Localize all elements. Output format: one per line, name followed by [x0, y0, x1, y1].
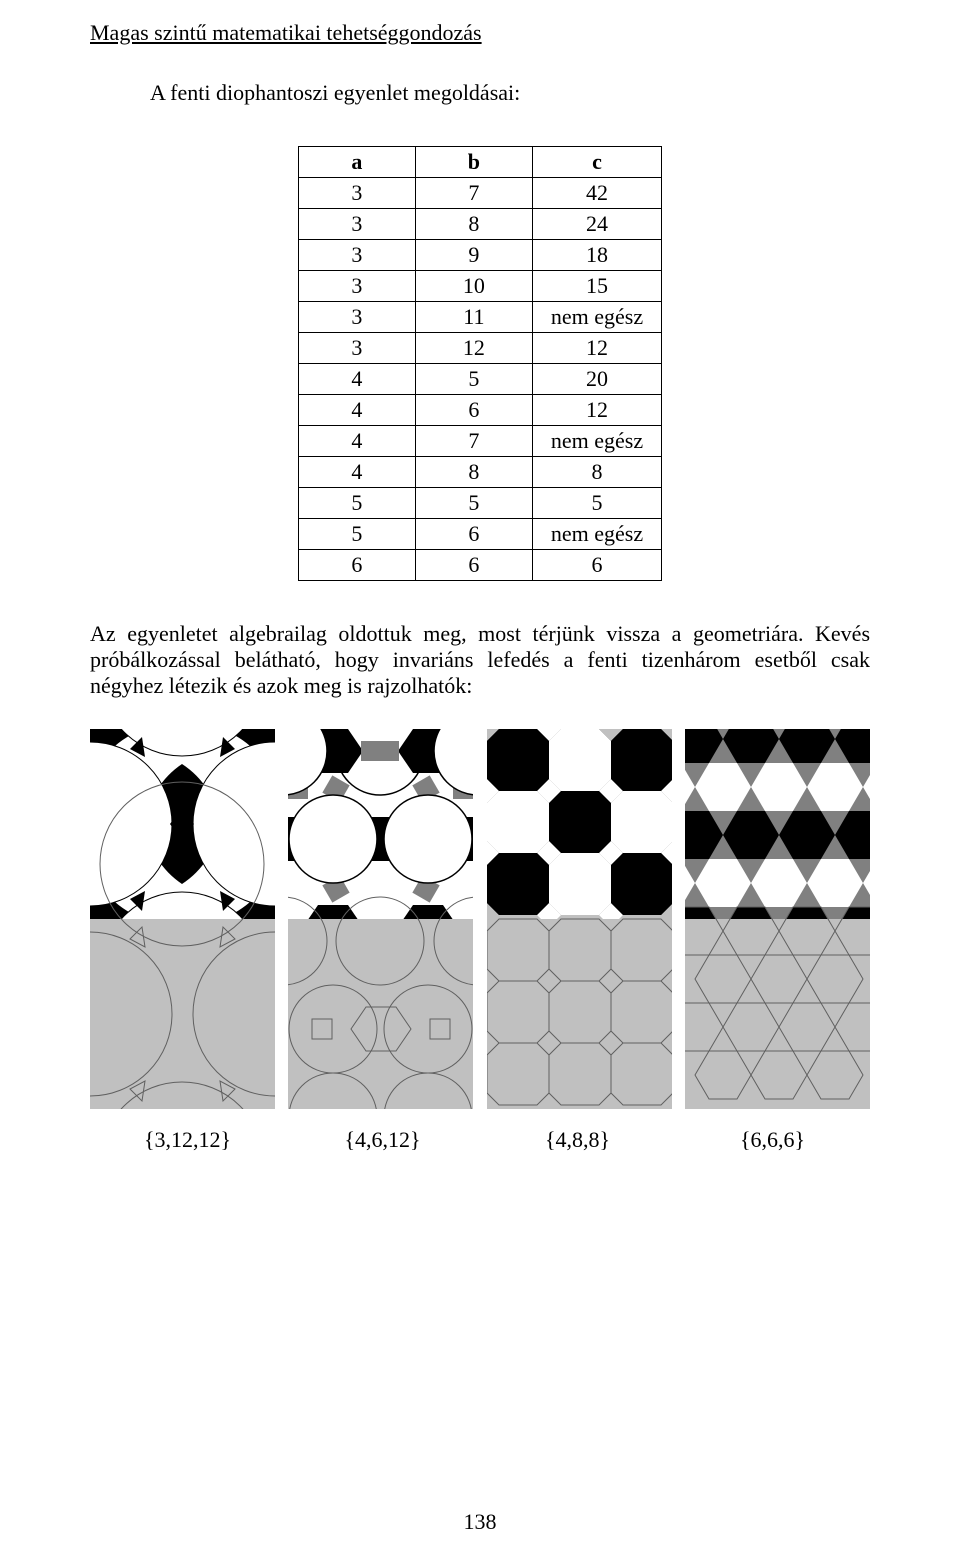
table-row: 3824 — [298, 209, 661, 240]
page-number: 138 — [0, 1509, 960, 1535]
intro-text: A fenti diophantoszi egyenlet megoldásai… — [150, 80, 870, 106]
tiling-4-6-12 — [288, 729, 473, 1109]
label-4-6-12: {4,6,12} — [285, 1127, 480, 1153]
table-cell: 6 — [415, 550, 532, 581]
table-cell: nem egész — [532, 302, 661, 333]
table-cell: 9 — [415, 240, 532, 271]
table-cell: 11 — [415, 302, 532, 333]
table-cell: 12 — [532, 395, 661, 426]
table-cell: 6 — [298, 550, 415, 581]
body-paragraph: Az egyenletet algebrailag oldottuk meg, … — [90, 621, 870, 699]
table-cell: 4 — [298, 457, 415, 488]
table-cell: 3 — [298, 302, 415, 333]
table-row: 666 — [298, 550, 661, 581]
table-cell: 6 — [415, 395, 532, 426]
table-cell: 5 — [298, 519, 415, 550]
table-cell: 3 — [298, 178, 415, 209]
tiling-6-6-6 — [685, 729, 870, 1109]
table-cell: 3 — [298, 240, 415, 271]
tilings-row — [90, 729, 870, 1109]
table-row: 3742 — [298, 178, 661, 209]
solutions-table: abc 37423824391831015311nem egész3121245… — [298, 146, 662, 581]
table-cell: 12 — [415, 333, 532, 364]
table-row: 3918 — [298, 240, 661, 271]
table-row: 4612 — [298, 395, 661, 426]
table-row: 488 — [298, 457, 661, 488]
table-cell: 5 — [532, 488, 661, 519]
table-header: c — [532, 147, 661, 178]
table-cell: 7 — [415, 178, 532, 209]
table-cell: 5 — [415, 364, 532, 395]
table-row: 31212 — [298, 333, 661, 364]
table-cell: 18 — [532, 240, 661, 271]
table-cell: 6 — [532, 550, 661, 581]
table-cell: 20 — [532, 364, 661, 395]
tiling-3-12-12 — [90, 729, 275, 1109]
table-row: 47nem egész — [298, 426, 661, 457]
label-3-12-12: {3,12,12} — [90, 1127, 285, 1153]
table-row: 4520 — [298, 364, 661, 395]
table-row: 555 — [298, 488, 661, 519]
table-cell: 3 — [298, 271, 415, 302]
table-cell: 8 — [532, 457, 661, 488]
table-row: 31015 — [298, 271, 661, 302]
table-cell: 5 — [298, 488, 415, 519]
table-cell: nem egész — [532, 519, 661, 550]
table-cell: 8 — [415, 209, 532, 240]
table-header: b — [415, 147, 532, 178]
table-cell: 5 — [415, 488, 532, 519]
tiling-labels: {3,12,12} {4,6,12} {4,8,8} {6,6,6} — [90, 1127, 870, 1153]
table-cell: 8 — [415, 457, 532, 488]
table-cell: 7 — [415, 426, 532, 457]
table-cell: 42 — [532, 178, 661, 209]
table-header: a — [298, 147, 415, 178]
label-4-8-8: {4,8,8} — [480, 1127, 675, 1153]
table-cell: 12 — [532, 333, 661, 364]
table-cell: 15 — [532, 271, 661, 302]
table-cell: 4 — [298, 395, 415, 426]
table-cell: 4 — [298, 426, 415, 457]
page-header: Magas szintű matematikai tehetséggondozá… — [90, 20, 870, 46]
table-row: 56nem egész — [298, 519, 661, 550]
table-cell: 6 — [415, 519, 532, 550]
table-cell: 4 — [298, 364, 415, 395]
table-cell: 10 — [415, 271, 532, 302]
table-cell: nem egész — [532, 426, 661, 457]
table-cell: 3 — [298, 333, 415, 364]
table-row: 311nem egész — [298, 302, 661, 333]
tiling-4-8-8 — [487, 729, 672, 1109]
table-cell: 24 — [532, 209, 661, 240]
table-cell: 3 — [298, 209, 415, 240]
label-6-6-6: {6,6,6} — [675, 1127, 870, 1153]
